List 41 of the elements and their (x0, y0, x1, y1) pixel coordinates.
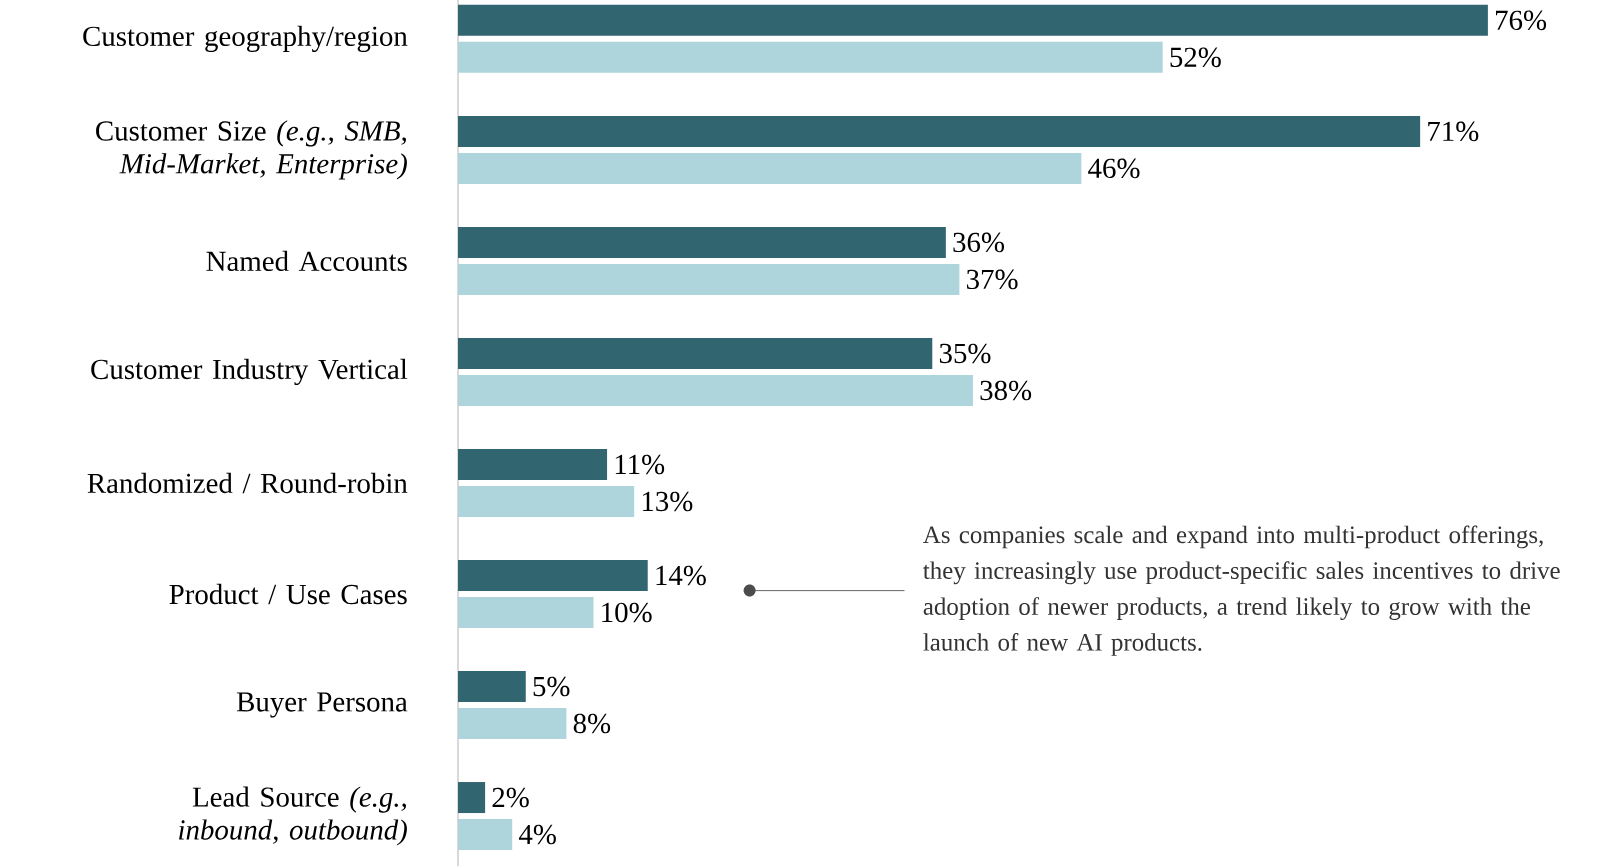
bar (458, 374, 973, 406)
bar (458, 263, 960, 295)
bar (458, 448, 608, 480)
bar (458, 708, 567, 740)
annotation: As companies scale and expand into multi-product offerings, they increasingly use product-specific sales incentives to drive adoption of newer products, a trend likely to grow with the launch of new AI products. (923, 525, 1560, 656)
data-label: 4% (518, 824, 556, 845)
data-label: 36% (953, 232, 1005, 253)
data-label: 46% (1088, 158, 1140, 179)
bar (458, 337, 933, 369)
data-label: 76% (1496, 10, 1547, 31)
bar (458, 485, 635, 517)
y-tick-label: Randomized / Round-robin (87, 472, 408, 494)
data-label: 5% (533, 676, 570, 697)
y-tick-label: Lead Source (e.g., inbound, outbound) (179, 786, 407, 846)
data-label: 11% (615, 454, 665, 475)
bar (458, 152, 1082, 184)
data-label: 52% (1170, 47, 1221, 68)
y-tick-label: Customer geography/region (83, 25, 408, 52)
y-tick-label: Named Accounts (206, 250, 407, 272)
data-label: 71% (1428, 121, 1479, 142)
y-tick-label: Customer Size (e.g., SMB, Mid-Market, Enterprise) (96, 120, 407, 180)
data-label: 38% (980, 380, 1032, 401)
data-label: 35% (939, 343, 991, 364)
data-label: 2% (492, 787, 529, 808)
bar (458, 597, 594, 628)
bar (458, 4, 1488, 36)
bar (458, 115, 1421, 147)
bar (458, 226, 946, 258)
data-label: 13% (642, 491, 693, 512)
y-tick-label: Customer Industry Vertical (91, 358, 408, 386)
bar (458, 819, 513, 851)
bar (458, 41, 1163, 73)
bar (458, 559, 648, 591)
data-label: 10% (602, 602, 652, 623)
data-label: 37% (966, 269, 1018, 290)
data-label: 8% (573, 713, 611, 734)
bar (458, 782, 486, 814)
bar (458, 671, 526, 703)
data-label: 14% (656, 565, 706, 586)
y-tick-label: Buyer Persona (236, 692, 408, 718)
y-tick-label: Product / Use Cases (169, 583, 407, 605)
